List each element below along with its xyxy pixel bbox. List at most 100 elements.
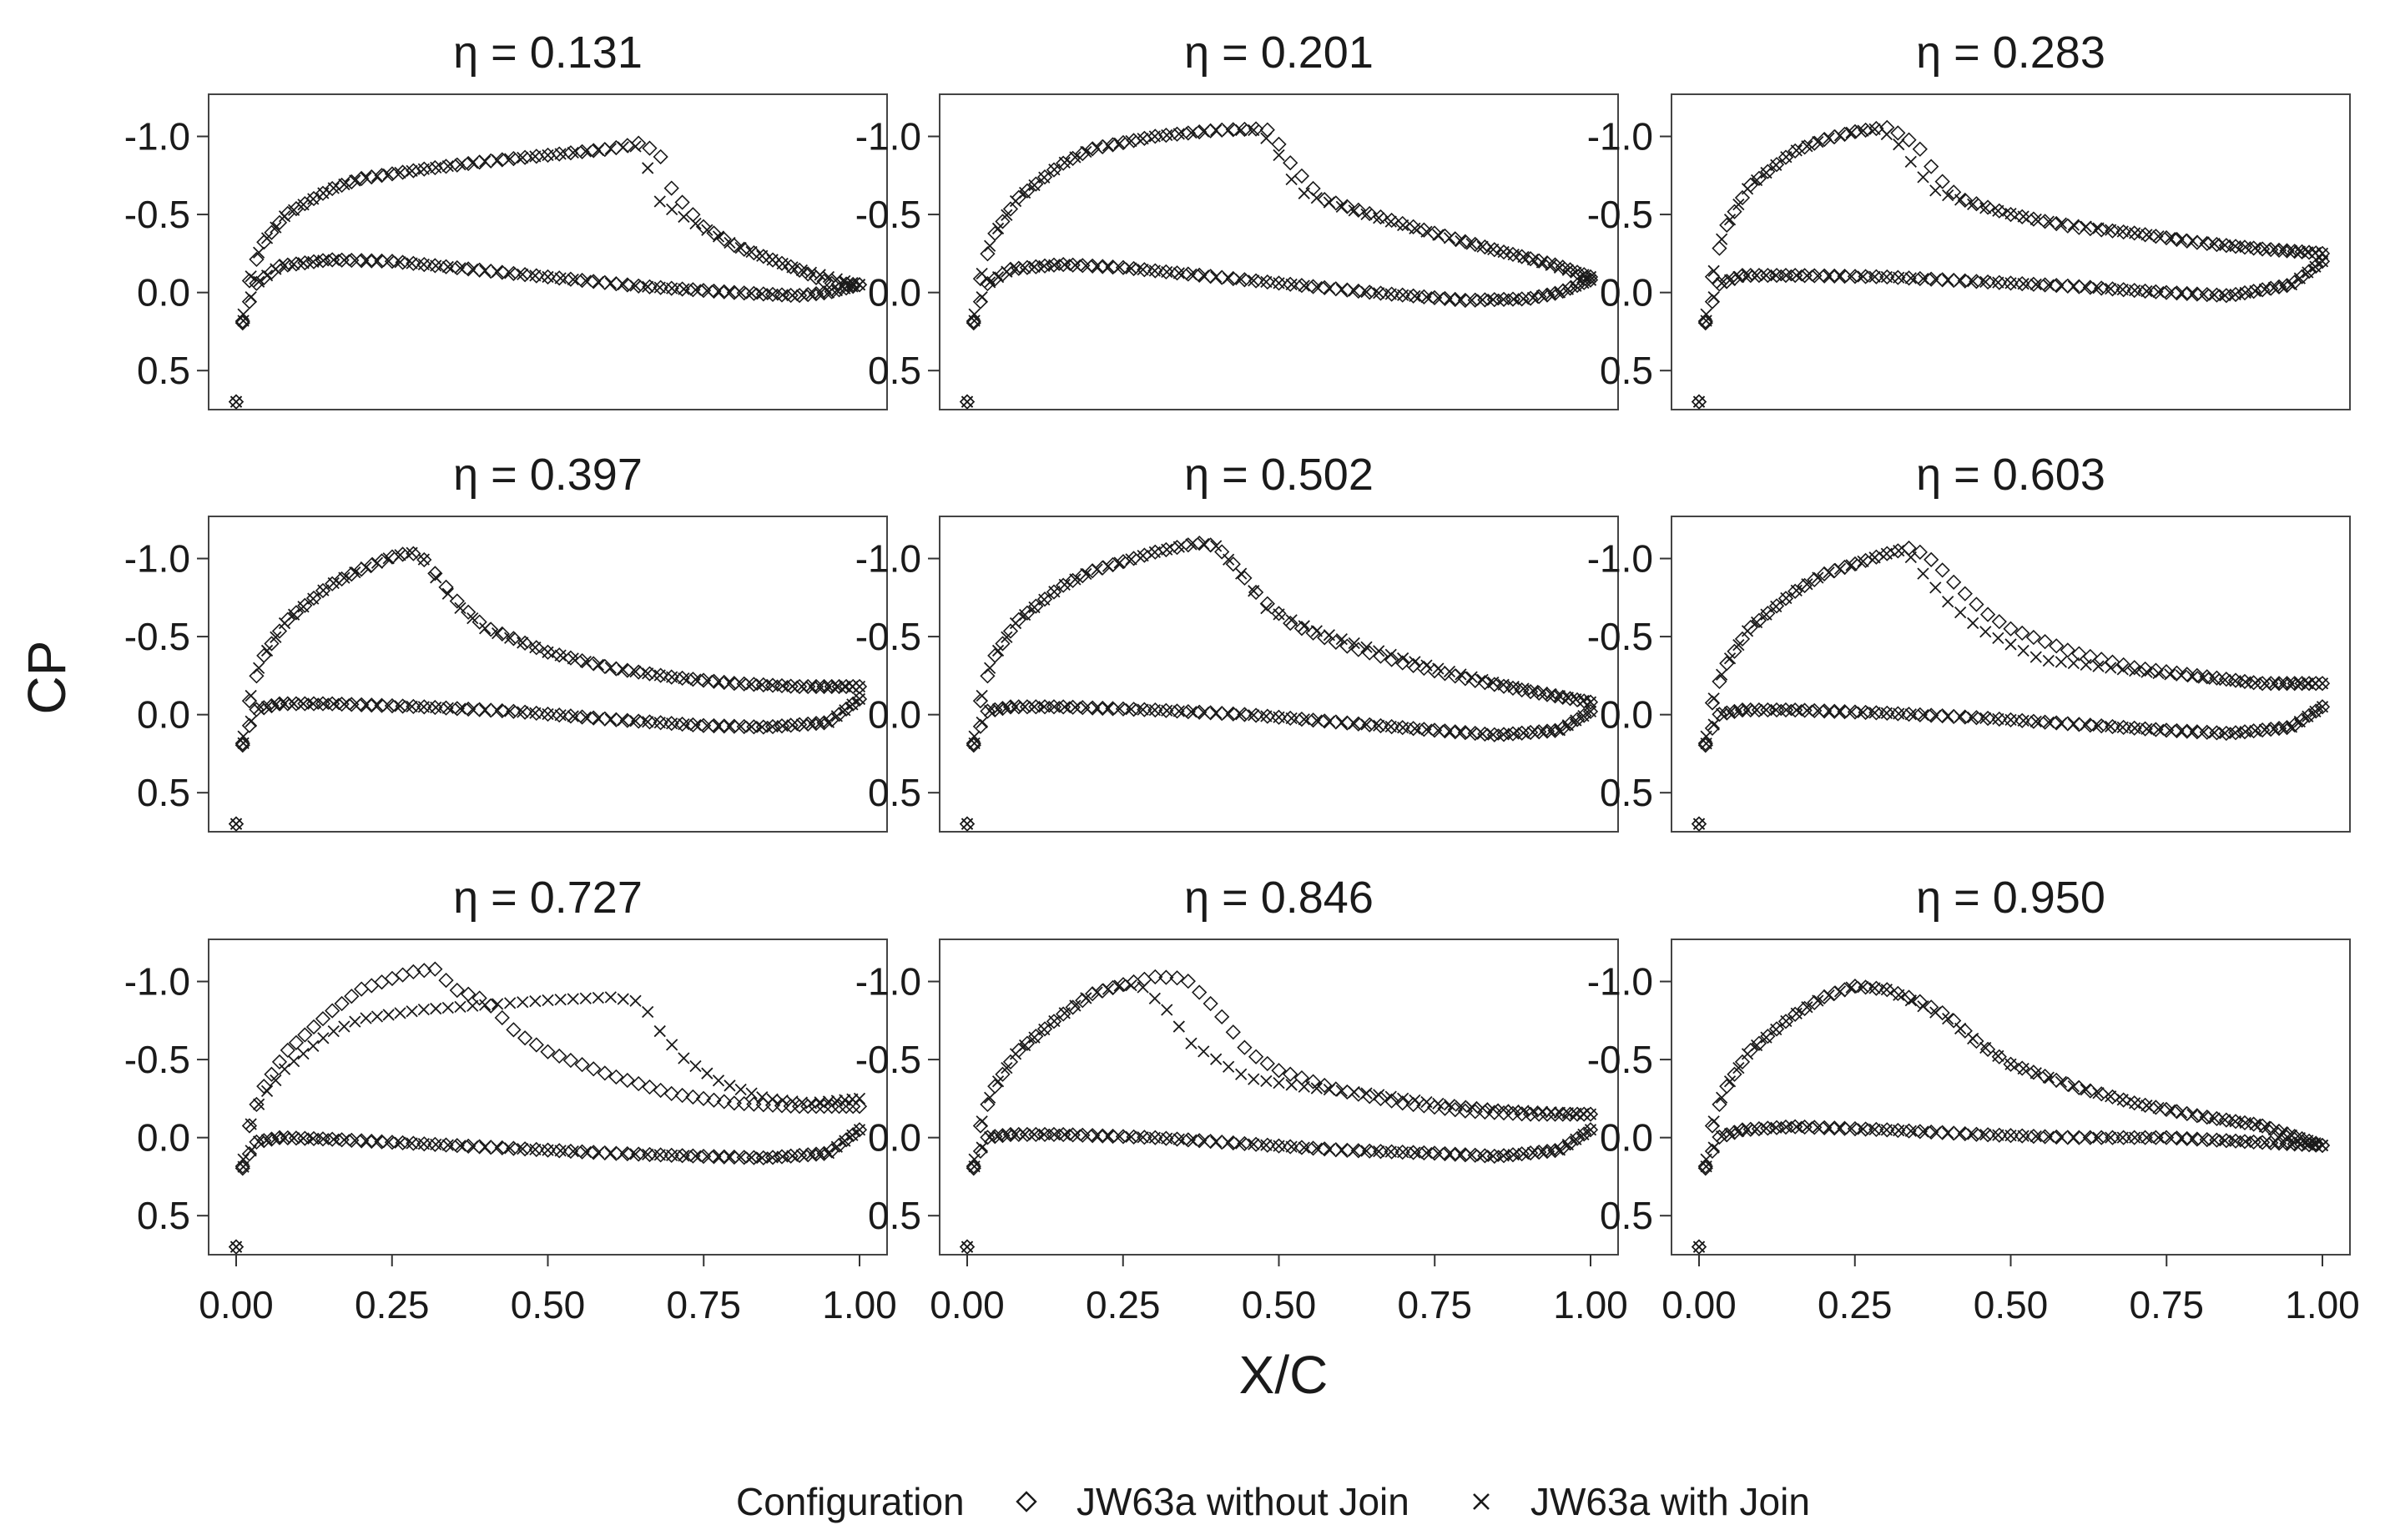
marker-cross	[2105, 1090, 2117, 1103]
panel-6: η = 0.603 -1.0 -0.5 0.0 0.5	[1587, 450, 2351, 833]
marker-cross	[1507, 248, 1520, 261]
marker-diamond	[1691, 394, 1707, 410]
y-tick-label: 0.0	[1600, 1116, 1653, 1160]
marker-diamond	[1056, 1006, 1071, 1022]
marker-cross	[1880, 128, 1893, 141]
marker-cross	[1465, 294, 1478, 306]
marker-cross	[1545, 259, 1557, 271]
y-tick-label: -0.5	[1587, 1038, 1653, 1081]
marker-diamond	[1879, 1122, 1895, 1138]
marker-cross	[371, 1135, 384, 1148]
marker-cross	[1310, 192, 1323, 204]
marker-diamond	[1957, 586, 1973, 601]
marker-cross	[839, 282, 851, 294]
marker-diamond	[685, 1089, 701, 1105]
marker-cross	[1125, 979, 1137, 992]
marker-cross	[1137, 133, 1149, 145]
marker-cross	[1323, 1083, 1335, 1096]
marker-cross	[1210, 270, 1223, 284]
marker-cross	[1048, 1128, 1061, 1141]
marker-cross	[991, 1075, 1005, 1088]
marker-cross	[360, 561, 372, 574]
marker-cross	[1148, 703, 1161, 717]
marker-cross	[1038, 171, 1051, 184]
marker-cross	[1750, 269, 1763, 282]
marker-cross	[1812, 704, 1824, 717]
marker-diamond	[406, 546, 421, 561]
marker-diamond	[2227, 672, 2244, 688]
panel-9: η = 0.950 -1.0 -0.5 0.0 0.5 0.00 0.25 0.50 0.75 1…	[1587, 873, 2360, 1326]
marker-diamond	[1065, 150, 1081, 167]
marker-cross	[1942, 710, 1954, 722]
marker-cross	[1833, 129, 1847, 142]
marker-cross	[2030, 1130, 2042, 1143]
marker-diamond	[1405, 657, 1421, 673]
marker-diamond	[574, 1144, 590, 1160]
marker-cross	[1384, 215, 1397, 228]
marker-cross	[1273, 608, 1285, 621]
marker-cross	[1561, 1138, 1574, 1151]
marker-cross	[1880, 1124, 1893, 1136]
marker-cross	[2219, 289, 2231, 302]
marker-diamond	[416, 551, 432, 568]
marker-diamond	[1192, 704, 1208, 720]
marker-diamond	[1734, 631, 1751, 647]
marker-cross	[1091, 563, 1103, 576]
marker-cross	[360, 1012, 372, 1024]
marker-cross	[701, 1067, 713, 1080]
marker-cross	[1732, 639, 1745, 652]
marker-cross	[1185, 1037, 1198, 1049]
marker-diamond	[1158, 127, 1174, 143]
marker-cross	[853, 1124, 866, 1136]
marker-cross	[2197, 236, 2210, 249]
marker-diamond	[1879, 269, 1895, 285]
marker-diamond	[2094, 652, 2110, 667]
marker-diamond	[1547, 285, 1563, 301]
marker-cross	[1058, 259, 1071, 271]
marker-cross	[786, 680, 799, 692]
marker-cross	[2042, 1130, 2055, 1143]
marker-cross	[2197, 1133, 2210, 1146]
marker-cross	[2164, 1131, 2176, 1144]
y-tick-label: -1.0	[855, 115, 921, 159]
marker-cross	[1091, 1130, 1103, 1142]
marker-cross	[1992, 204, 2004, 217]
marker-cross	[1038, 259, 1051, 272]
marker-cross	[1048, 164, 1061, 176]
panel-frame	[1671, 93, 2351, 410]
marker-diamond	[1362, 645, 1378, 661]
marker-cross	[1967, 1032, 1979, 1045]
legend-title: Configuration	[736, 1480, 965, 1523]
marker-diamond	[297, 1027, 313, 1043]
marker-cross	[1058, 578, 1071, 591]
marker-cross	[1298, 187, 1310, 199]
marker-cross	[317, 187, 330, 199]
marker-cross	[2239, 725, 2251, 738]
marker-cross	[1048, 586, 1061, 598]
marker-diamond	[1477, 675, 1493, 691]
marker-diamond	[1293, 621, 1310, 637]
marker-cross	[1770, 1121, 1782, 1134]
marker-cross	[2055, 217, 2067, 229]
marker-diamond	[1727, 703, 1742, 720]
marker-cross	[517, 151, 529, 164]
marker-cross	[1260, 1139, 1273, 1151]
marker-cross	[1113, 979, 1126, 992]
marker-diamond	[1394, 1144, 1410, 1160]
marker-cross	[2105, 224, 2117, 236]
marker-diamond	[228, 816, 245, 832]
marker-cross	[1210, 1135, 1223, 1148]
y-tick-label: 0.0	[1600, 271, 1653, 315]
marker-diamond	[1991, 1049, 2007, 1064]
marker-cross	[297, 697, 310, 710]
marker-cross	[1507, 727, 1520, 740]
series-with-join	[961, 537, 1597, 830]
y-tick-label: 0.0	[1600, 693, 1653, 737]
marker-cross	[2239, 1135, 2251, 1148]
marker-cross	[430, 259, 442, 272]
marker-cross	[253, 662, 265, 674]
marker-diamond	[695, 672, 712, 688]
marker-cross	[1038, 701, 1051, 713]
panel-frame	[208, 93, 888, 410]
marker-cross	[2105, 662, 2117, 674]
